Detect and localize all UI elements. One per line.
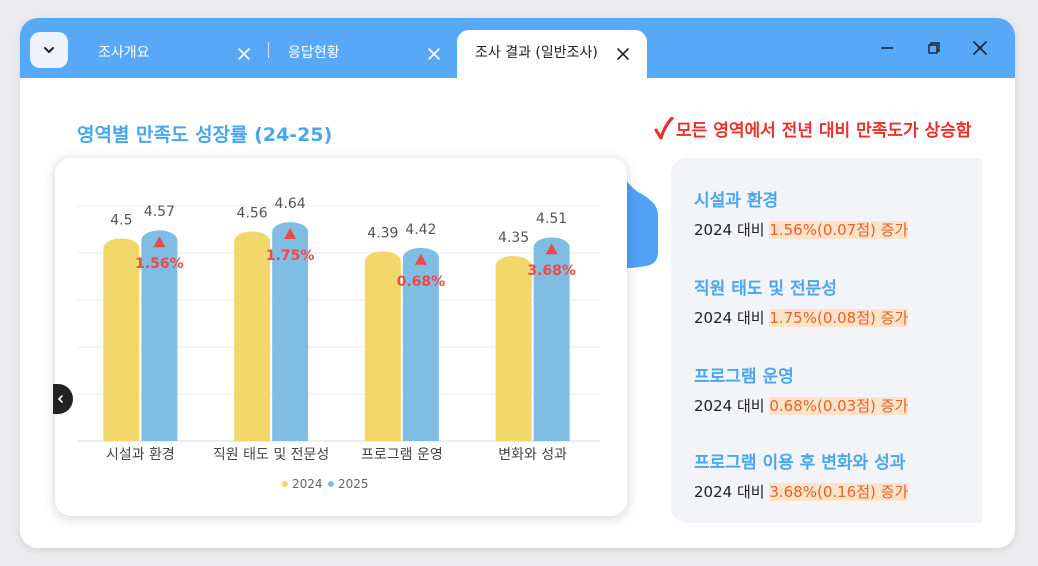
x-tick-label: 프로그램 운영 [361, 447, 443, 463]
summary-headline-text: 모든 영역에서 전년 대비 만족도가 상승함 [676, 121, 972, 141]
summary-item-title: 프로그램 이용 후 변화와 성과 [694, 453, 906, 473]
chevron-left-icon [57, 395, 63, 403]
bar-2024 [495, 256, 532, 441]
growth-up-icon [545, 243, 558, 255]
app-window: 조사개요 응답현황 조사 결과 (일반조사) [20, 18, 1015, 548]
bar-2025 [272, 222, 309, 441]
growth-label: 1.75% [266, 248, 315, 264]
growth-up-icon [153, 236, 166, 248]
bar-chart: 4.5 4.57 1.56% 시설과 환경 4.56 4.64 1.75% 직원 태도 및 전… [77, 196, 600, 491]
x-tick-label: 변화와 성과 [498, 447, 567, 463]
growth-up-icon [414, 253, 427, 265]
bar-2024 [364, 251, 401, 441]
growth-label: 1.56% [135, 256, 184, 272]
chart-title: 영역별 만족도 성장률 (24-25) [77, 124, 333, 146]
minimize-icon[interactable] [879, 40, 895, 56]
summary-item-prefix: 2024 대비 [694, 309, 770, 327]
summary-item-title: 프로그램 운영 [694, 367, 794, 387]
bar-2025 [141, 230, 178, 441]
close-icon[interactable] [616, 47, 630, 61]
summary-item-highlight: 0.68%(0.03점) 증가 [769, 397, 909, 415]
summary-item-highlight: 3.68%(0.16점) 증가 [769, 483, 909, 501]
data-label: 4.57 [144, 204, 175, 220]
bar-2024 [234, 231, 271, 441]
summary-item: 프로그램 이용 후 변화와 성과 2024 대비 3.68%(0.16점) 증가 [694, 448, 984, 502]
x-tick-label: 직원 태도 및 전문성 [213, 447, 329, 463]
tab-label: 조사개요 [98, 45, 150, 61]
checkmark-icon [654, 116, 674, 140]
summary-item: 직원 태도 및 전문성 2024 대비 1.75%(0.08점) 증가 [694, 274, 984, 328]
summary-item-text: 2024 대비 0.68%(0.03점) 증가 [694, 395, 984, 416]
bar-2024 [103, 238, 140, 441]
close-icon[interactable] [237, 47, 251, 61]
tab-divider [268, 42, 269, 58]
tab-label: 응답현황 [288, 45, 340, 61]
tab-survey-results[interactable]: 조사 결과 (일반조사) [457, 30, 647, 78]
data-label: 4.42 [405, 222, 436, 238]
summary-item-prefix: 2024 대비 [694, 221, 770, 239]
chart-card: 4.5 4.57 1.56% 시설과 환경 4.56 4.64 1.75% 직원 태도 및 전… [55, 158, 627, 516]
data-label: 4.39 [367, 225, 398, 241]
tab-survey-overview[interactable]: 조사개요 [80, 30, 260, 78]
main-content: 영역별 만족도 성장률 (24-25) 4.5 4.57 1.56% 시설과 환경 4.… [20, 78, 1015, 548]
data-label: 4.64 [275, 196, 306, 212]
restore-icon[interactable] [926, 40, 942, 56]
summary-item-highlight: 1.75%(0.08점) 증가 [769, 309, 909, 327]
data-label: 4.5 [110, 212, 132, 228]
panel-connector [624, 178, 658, 268]
summary-item-prefix: 2024 대비 [694, 483, 770, 501]
summary-item-text: 2024 대비 3.68%(0.16점) 증가 [694, 481, 984, 502]
close-icon[interactable] [427, 47, 441, 61]
bar-2025 [402, 247, 439, 441]
summary-item-highlight: 1.56%(0.07점) 증가 [769, 221, 909, 239]
tab-list-button[interactable] [30, 32, 68, 68]
summary-item: 시설과 환경 2024 대비 1.56%(0.07점) 증가 [694, 186, 984, 240]
summary-headline: 모든 영역에서 전년 대비 만족도가 상승함 [654, 116, 971, 141]
x-tick-label: 시설과 환경 [106, 447, 175, 463]
chevron-down-icon [44, 47, 54, 53]
summary-panel: 시설과 환경 2024 대비 1.56%(0.07점) 증가 직원 태도 및 전… [671, 158, 982, 523]
summary-item-title: 시설과 환경 [694, 191, 779, 211]
summary-item-text: 2024 대비 1.56%(0.07점) 증가 [694, 219, 984, 240]
data-label: 4.56 [237, 205, 268, 221]
tab-response-status[interactable]: 응답현황 [272, 30, 452, 78]
tab-label: 조사 결과 (일반조사) [475, 45, 598, 61]
growth-label: 3.68% [527, 263, 576, 279]
bar-2025 [533, 237, 570, 441]
data-label: 4.51 [536, 211, 567, 227]
legend-label: 2024 [292, 477, 323, 491]
close-icon[interactable] [972, 40, 988, 56]
summary-item: 프로그램 운영 2024 대비 0.68%(0.03점) 증가 [694, 362, 984, 416]
legend-swatch [328, 481, 334, 487]
summary-item-text: 2024 대비 1.75%(0.08점) 증가 [694, 307, 984, 328]
growth-up-icon [284, 228, 297, 240]
collapse-panel-button[interactable] [53, 384, 73, 414]
summary-item-title: 직원 태도 및 전문성 [694, 279, 837, 299]
growth-label: 0.68% [397, 274, 446, 290]
legend-swatch [282, 481, 288, 487]
legend-label: 2025 [338, 477, 369, 491]
title-bar: 조사개요 응답현황 조사 결과 (일반조사) [20, 18, 1015, 78]
summary-item-prefix: 2024 대비 [694, 397, 770, 415]
data-label: 4.35 [498, 230, 529, 246]
